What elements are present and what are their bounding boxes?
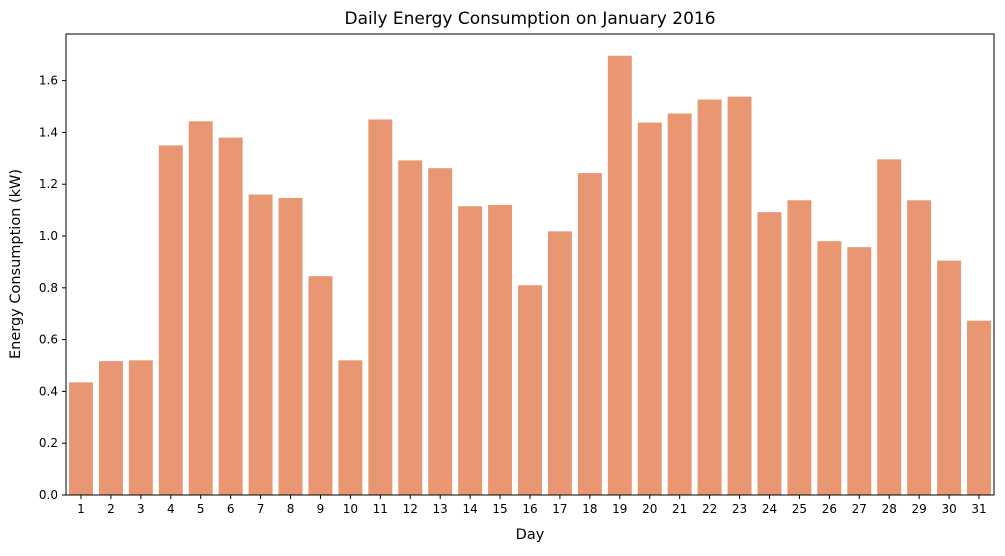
x-tick-label: 26 <box>822 502 837 516</box>
bar-day-20 <box>637 122 662 495</box>
x-tick-label: 3 <box>137 502 145 516</box>
bar-day-18 <box>577 173 602 495</box>
bar-day-7 <box>248 194 273 495</box>
x-tick-label: 8 <box>287 502 295 516</box>
x-tick-label: 14 <box>462 502 477 516</box>
x-tick-label: 24 <box>762 502 777 516</box>
x-tick-label: 13 <box>433 502 448 516</box>
plot-frame <box>65 33 995 496</box>
bar-day-24 <box>757 212 782 495</box>
x-tick-label: 20 <box>642 502 657 516</box>
bar-day-31 <box>967 320 992 495</box>
x-tick-label: 6 <box>227 502 235 516</box>
y-tick-label: 1.6 <box>39 74 58 88</box>
bar-day-12 <box>398 160 423 495</box>
x-tick-label: 25 <box>792 502 807 516</box>
x-tick-label: 16 <box>522 502 537 516</box>
x-tick-label: 27 <box>852 502 867 516</box>
x-axis: 1 2 3 4 5 6 7 8 9 10 11 12 13 14 15 16 17 18 19 20 21 22 23 24 2… <box>77 495 987 516</box>
y-tick-label: 0.2 <box>39 436 58 450</box>
y-tick-label: 0.6 <box>39 333 58 347</box>
bar-day-1 <box>68 382 93 495</box>
y-tick-label: 0.0 <box>39 488 58 502</box>
x-tick-label: 7 <box>257 502 265 516</box>
bar-day-11 <box>368 119 393 495</box>
x-tick-label: 28 <box>882 502 897 516</box>
y-tick-label: 1.0 <box>39 229 58 243</box>
x-tick-label: 4 <box>167 502 175 516</box>
x-tick-label: 5 <box>197 502 205 516</box>
bar-day-25 <box>787 200 812 495</box>
bar-day-8 <box>278 197 303 495</box>
bar-day-9 <box>308 276 333 495</box>
bar-day-10 <box>338 360 363 495</box>
bar-day-19 <box>607 55 632 495</box>
x-tick-label: 15 <box>492 502 507 516</box>
bar-day-14 <box>458 206 483 495</box>
bar-day-15 <box>488 204 513 495</box>
y-axis-title: Energy Consumption (kW) <box>8 169 24 359</box>
bar-day-21 <box>667 113 692 495</box>
bar-day-30 <box>937 260 962 495</box>
x-tick-label: 30 <box>941 502 956 516</box>
bar-day-22 <box>697 99 722 495</box>
x-tick-label: 29 <box>912 502 927 516</box>
bar-day-16 <box>518 285 542 495</box>
y-tick-label: 1.4 <box>39 125 58 139</box>
x-tick-label: 10 <box>343 502 358 516</box>
x-tick-label: 31 <box>971 502 986 516</box>
bar-day-29 <box>907 200 932 495</box>
x-tick-label: 12 <box>403 502 418 516</box>
x-tick-label: 2 <box>107 502 115 516</box>
bar-day-17 <box>547 231 572 496</box>
y-tick-label: 1.2 <box>39 177 58 191</box>
bar-day-27 <box>847 247 872 495</box>
x-tick-label: 11 <box>373 502 388 516</box>
x-tick-label: 21 <box>672 502 687 516</box>
x-tick-label: 22 <box>702 502 717 516</box>
chart-title: Daily Energy Consumption on January 2016 <box>344 9 715 29</box>
bar-day-5 <box>188 121 213 496</box>
bar-day-23 <box>727 96 752 495</box>
y-axis: 0.0 0.2 0.4 0.6 0.8 1.0 1.2 1.4 1.6 <box>39 74 66 502</box>
y-tick-label: 0.8 <box>39 281 58 295</box>
bar-day-2 <box>98 361 123 495</box>
bar-day-6 <box>218 137 243 495</box>
bar-day-26 <box>817 241 842 495</box>
bar-day-4 <box>158 145 183 495</box>
bar-day-3 <box>128 360 153 495</box>
bars-group <box>68 55 992 496</box>
x-tick-label: 9 <box>317 502 325 516</box>
x-tick-label: 18 <box>582 502 597 516</box>
x-tick-label: 17 <box>552 502 567 516</box>
bar-day-13 <box>428 168 453 495</box>
x-tick-label: 19 <box>612 502 627 516</box>
x-tick-label: 1 <box>77 502 85 516</box>
y-tick-label: 0.4 <box>39 384 58 398</box>
x-axis-title: Day <box>516 527 545 543</box>
x-tick-label: 23 <box>732 502 747 516</box>
bar-day-28 <box>877 159 902 495</box>
